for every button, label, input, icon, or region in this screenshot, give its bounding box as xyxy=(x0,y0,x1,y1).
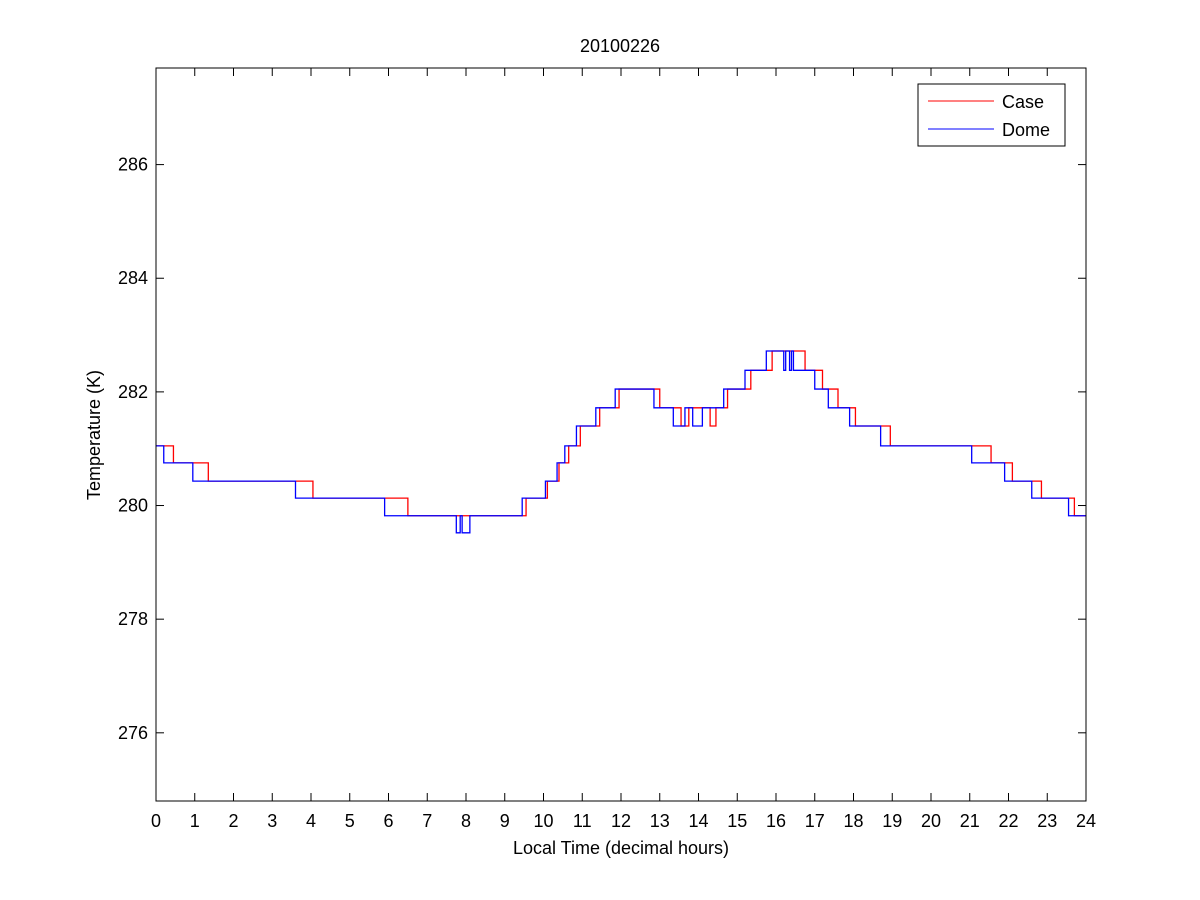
x-tick-label: 21 xyxy=(960,811,980,831)
x-tick-label: 8 xyxy=(461,811,471,831)
plot-area: 0 1 2 3 4 5 6 7 8 9 10 11 12 13 14 15 16 17 18 19 20 21 22 23 24… xyxy=(118,67,1096,831)
series-line-dome xyxy=(156,350,1086,534)
x-tick-label: 7 xyxy=(422,811,432,831)
series-line-case xyxy=(156,350,1086,517)
x-tick-label: 6 xyxy=(383,811,393,831)
legend-box xyxy=(917,83,1066,147)
x-tick-label: 20 xyxy=(921,811,941,831)
x-tick-label: 15 xyxy=(727,811,747,831)
x-tick-label: 5 xyxy=(345,811,355,831)
x-tick-label: 24 xyxy=(1076,811,1096,831)
x-tick-label: 18 xyxy=(843,811,863,831)
plot-background xyxy=(156,68,1086,801)
ticks-group: 0 1 2 3 4 5 6 7 8 9 10 11 12 13 14 15 16 17 18 19 20 21 22 23 24… xyxy=(118,68,1096,831)
x-tick-label: 11 xyxy=(573,811,592,831)
x-tick-label: 0 xyxy=(151,811,161,831)
x-tick-label: 17 xyxy=(805,811,825,831)
y-tick-label: 284 xyxy=(118,268,148,288)
x-tick-label: 9 xyxy=(500,811,510,831)
x-tick-label: 1 xyxy=(190,811,200,831)
chart-title: 20100226 xyxy=(580,36,660,56)
x-axis-label: Local Time (decimal hours) xyxy=(513,838,729,858)
legend-label-dome: Dome xyxy=(1002,120,1050,140)
x-tick-label: 16 xyxy=(766,811,786,831)
y-tick-label: 276 xyxy=(118,723,148,743)
x-tick-label: 23 xyxy=(1037,811,1057,831)
x-tick-label: 4 xyxy=(306,811,316,831)
y-tick-label: 280 xyxy=(118,496,148,516)
series-group xyxy=(156,350,1086,534)
y-tick-label: 282 xyxy=(118,382,148,402)
x-tick-label: 14 xyxy=(688,811,708,831)
legend: Case Dome xyxy=(917,83,1066,147)
legend-label-case: Case xyxy=(1002,92,1044,112)
x-tick-label: 10 xyxy=(533,811,553,831)
y-tick-label: 278 xyxy=(118,609,148,629)
x-tick-label: 13 xyxy=(650,811,670,831)
x-tick-label: 2 xyxy=(228,811,238,831)
y-axis-label: Temperature (K) xyxy=(84,370,104,500)
y-tick-label: 286 xyxy=(118,155,148,175)
x-tick-label: 3 xyxy=(267,811,277,831)
x-tick-label: 12 xyxy=(611,811,631,831)
x-tick-label: 22 xyxy=(998,811,1018,831)
x-tick-label: 19 xyxy=(882,811,902,831)
